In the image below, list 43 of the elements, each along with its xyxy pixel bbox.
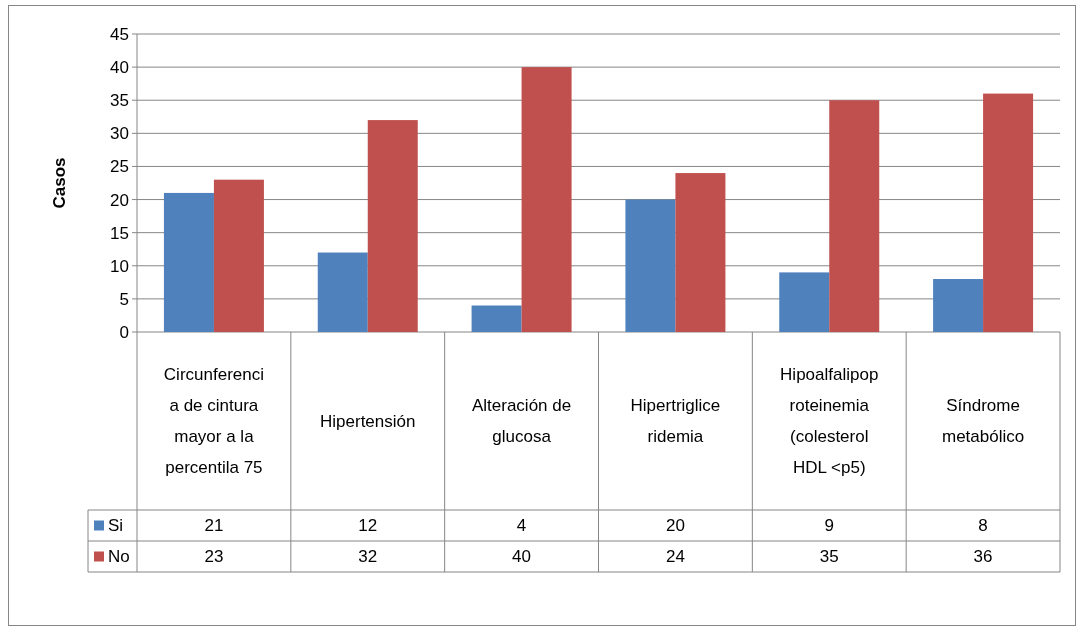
x-tick-label: Hipoalfalipoproteinemia (colesterol HDL <p5) [780, 365, 879, 478]
data-label: 8 [978, 516, 988, 536]
y-tick-label: 15 [110, 223, 129, 243]
data-label: 12 [358, 516, 378, 536]
y-tick-label: 20 [110, 190, 129, 210]
bar [983, 93, 1034, 332]
legend-label: No [108, 547, 130, 567]
data-label: 24 [665, 547, 685, 567]
data-label: 35 [819, 547, 839, 567]
x-tick-label: Síndrome metabólico [941, 396, 1025, 447]
bar [471, 305, 522, 332]
bar [521, 67, 572, 332]
data-label: 40 [512, 547, 532, 567]
x-tick-label: Alteración de glucosa [471, 396, 572, 447]
y-tick-label: 45 [110, 24, 129, 44]
legend-label: Si [108, 516, 124, 536]
y-tick-label: 30 [110, 124, 129, 144]
bar [367, 120, 418, 332]
x-tick-label: Hipertensión [320, 411, 416, 431]
y-tick-label: 25 [110, 157, 129, 177]
data-label: 21 [204, 516, 224, 536]
y-tick-label: 5 [119, 289, 129, 309]
bar [779, 272, 830, 332]
y-tick-label: 0 [119, 322, 129, 342]
bar [625, 199, 676, 332]
bar [829, 100, 880, 332]
bar [163, 192, 214, 332]
data-label: 36 [973, 547, 993, 567]
y-tick-label: 10 [110, 256, 129, 276]
y-axis-title: Casos [50, 157, 69, 209]
data-label: 23 [204, 547, 224, 567]
x-tick-label: Hipertrigliceridemia [630, 396, 721, 447]
bar [675, 173, 726, 332]
data-label: 4 [516, 516, 527, 536]
bar [933, 279, 984, 332]
x-tick-label: Circunferencia de cintura mayor a la percentila 75 [163, 365, 264, 478]
y-tick-label: 35 [110, 91, 129, 111]
bar [317, 252, 368, 332]
data-label: 9 [824, 516, 834, 536]
y-tick-label: 40 [110, 58, 129, 78]
data-label: 20 [665, 516, 685, 536]
data-label: 32 [358, 547, 378, 567]
bar [213, 179, 264, 332]
